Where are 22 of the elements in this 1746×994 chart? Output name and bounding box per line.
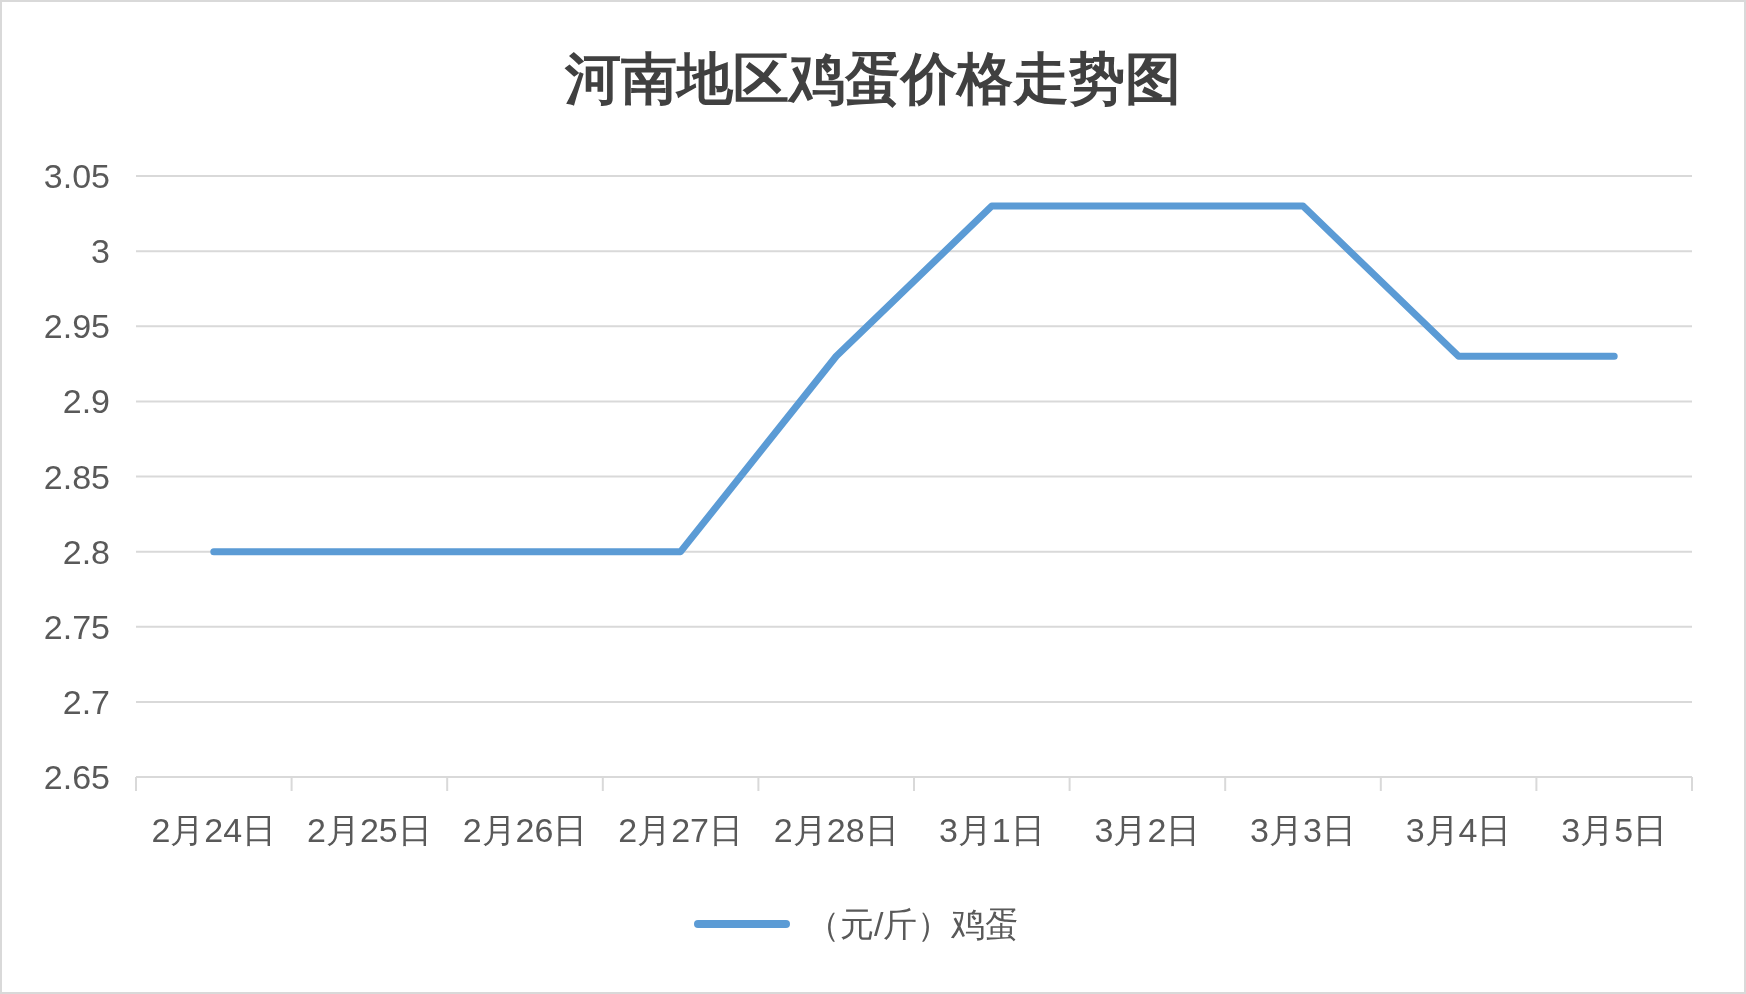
y-tick-label: 3 <box>91 232 110 271</box>
y-tick-label: 3.05 <box>43 157 110 195</box>
x-tick-label: 2月27日 <box>618 811 743 849</box>
legend-label: （元/斤）鸡蛋 <box>806 905 1020 943</box>
y-tick-label: 2.65 <box>43 758 110 796</box>
y-tick-label: 2.75 <box>43 607 110 646</box>
x-tick-label: 2月24日 <box>151 811 277 849</box>
x-tick-label: 2月26日 <box>462 811 588 849</box>
x-tick-label: 2月25日 <box>307 811 432 849</box>
y-tick-label: 2.85 <box>43 457 110 496</box>
x-tick-label: 3月4日 <box>1405 811 1512 849</box>
legend: （元/斤）鸡蛋 <box>694 905 1020 943</box>
y-tick-label: 2.8 <box>62 532 110 571</box>
x-tick-label: 2月28日 <box>773 811 899 849</box>
x-tick-label: 3月3日 <box>1250 811 1356 849</box>
x-tick-label: 3月2日 <box>1094 811 1201 849</box>
x-tick-label: 3月5日 <box>1561 811 1668 849</box>
y-tick-label: 2.9 <box>62 382 110 421</box>
y-tick-label: 2.95 <box>43 307 110 346</box>
x-tick-label: 3月1日 <box>938 811 1045 849</box>
y-tick-label: 2.7 <box>62 682 110 721</box>
title: 河南地区鸡蛋价格走势图 <box>565 48 1181 110</box>
